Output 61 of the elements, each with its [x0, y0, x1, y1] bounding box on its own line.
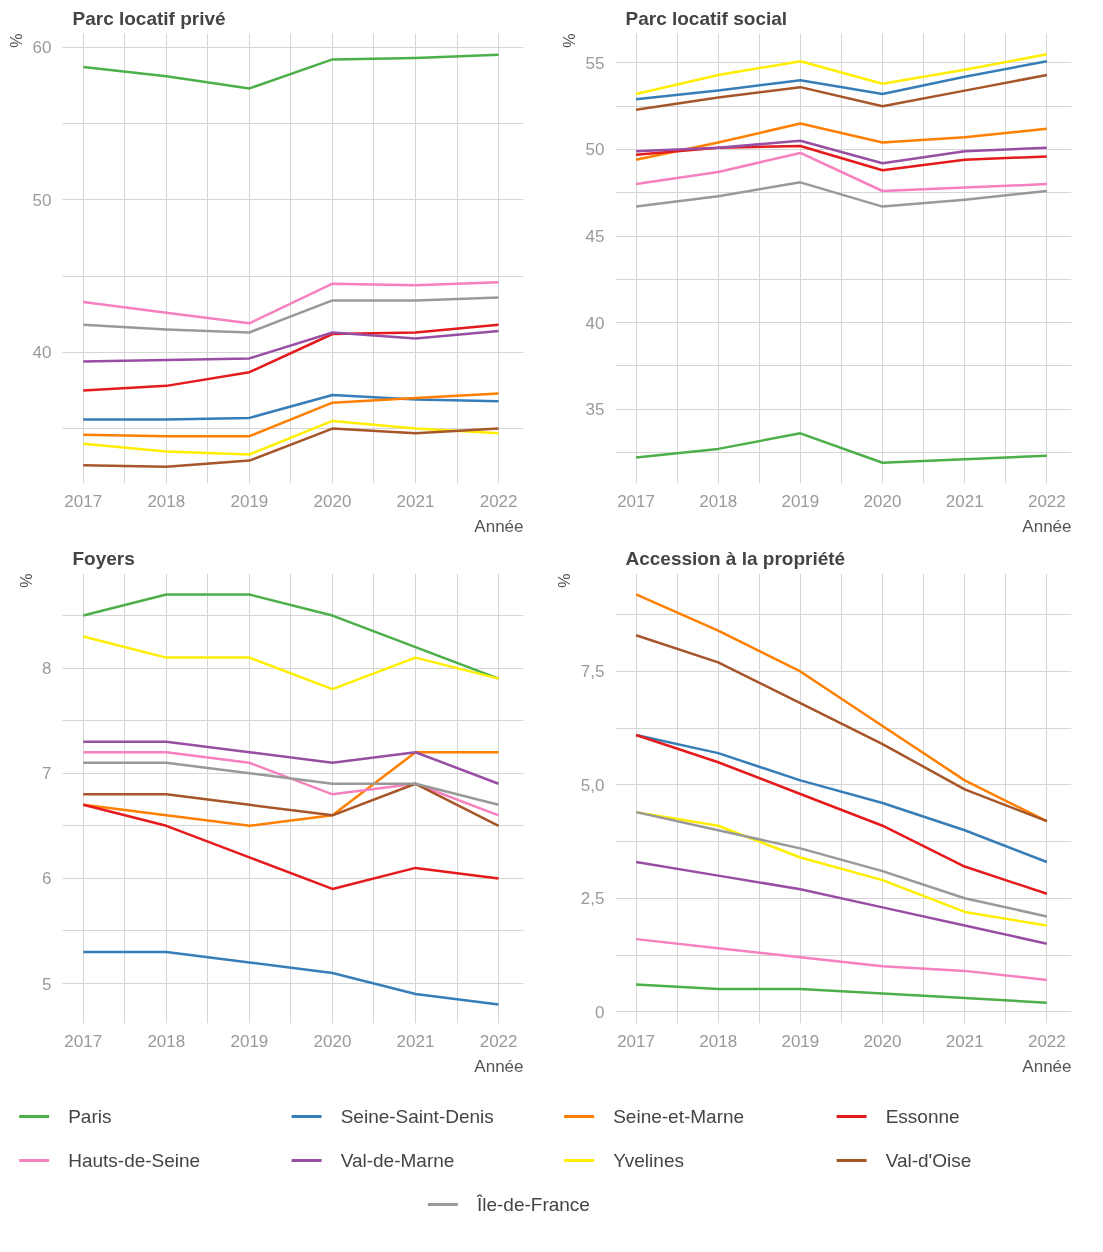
legend-label: Essonne — [885, 1105, 960, 1127]
legend-label: Seine-Saint-Denis — [340, 1105, 494, 1127]
y-tick-label: 60 — [32, 38, 52, 58]
x-tick-label: 2018 — [147, 491, 186, 511]
x-tick-label: 2018 — [147, 1031, 186, 1051]
y-tick-label: 7 — [42, 764, 52, 784]
x-tick-label: 2022 — [1027, 491, 1066, 511]
y-tick-label: 45 — [585, 227, 605, 246]
x-tick-label: 2017 — [64, 1031, 103, 1051]
x-tick-label: 2019 — [230, 1031, 269, 1051]
x-tick-label: 2019 — [781, 491, 820, 511]
x-tick-label: 2019 — [230, 491, 269, 511]
x-axis-title: Année — [1022, 516, 1072, 536]
legend-label: Hauts-de-Seine — [68, 1150, 201, 1171]
x-tick-label: 2018 — [699, 1031, 738, 1051]
x-tick-label: 2022 — [1027, 1031, 1066, 1051]
chart-title: Accession à la propriété — [625, 547, 846, 569]
legend-label: Île-de-France — [475, 1194, 590, 1216]
y-tick-label: 6 — [42, 869, 52, 889]
x-tick-label: 2017 — [617, 1031, 655, 1051]
x-axis-title: Année — [1022, 1056, 1072, 1076]
y-tick-label: 5 — [42, 974, 52, 994]
y-tick-label: 35 — [585, 400, 605, 420]
legend-label: Yvelines — [613, 1150, 684, 1171]
x-tick-label: 2020 — [863, 1031, 902, 1051]
y-axis-title: % — [7, 33, 25, 48]
y-axis-title: % — [17, 573, 35, 588]
x-tick-label: 2020 — [313, 491, 352, 511]
y-axis-title: % — [555, 573, 573, 588]
y-tick-label: 40 — [585, 313, 605, 333]
y-tick-label: 55 — [585, 53, 605, 73]
x-tick-label: 2020 — [863, 491, 902, 511]
x-tick-label: 2018 — [699, 491, 738, 511]
x-tick-label: 2022 — [479, 491, 518, 511]
x-axis-title: Année — [474, 1056, 524, 1076]
x-tick-label: 2021 — [396, 1031, 435, 1051]
x-axis-title: Année — [474, 516, 524, 536]
legend-label: Val-de-Marne — [340, 1150, 455, 1171]
x-tick-label: 2019 — [781, 1031, 820, 1051]
x-tick-label: 2021 — [396, 491, 435, 511]
y-axis-title: % — [560, 33, 578, 48]
x-tick-label: 2017 — [617, 491, 655, 511]
legend-label: Paris — [68, 1105, 112, 1127]
legend-label: Val-d'Oise — [885, 1150, 972, 1171]
y-tick-label: 8 — [42, 659, 52, 679]
y-tick-label: 2,5 — [580, 889, 605, 909]
x-tick-label: 2022 — [479, 1031, 518, 1051]
y-tick-label: 50 — [585, 140, 605, 160]
y-tick-label: 0 — [595, 1002, 605, 1022]
chart-title: Parc locatif privé — [72, 7, 226, 29]
y-tick-label: 40 — [32, 343, 52, 363]
x-tick-label: 2021 — [945, 491, 984, 511]
x-tick-label: 2017 — [64, 491, 103, 511]
y-tick-label: 5,0 — [580, 775, 605, 795]
chart-title: Foyers — [72, 547, 135, 569]
x-tick-label: 2020 — [313, 1031, 352, 1051]
y-tick-label: 50 — [32, 190, 52, 210]
x-tick-label: 2021 — [945, 1031, 984, 1051]
chart-title: Parc locatif social — [625, 7, 788, 29]
legend-label: Seine-et-Marne — [613, 1105, 745, 1127]
y-tick-label: 7,5 — [580, 662, 605, 682]
